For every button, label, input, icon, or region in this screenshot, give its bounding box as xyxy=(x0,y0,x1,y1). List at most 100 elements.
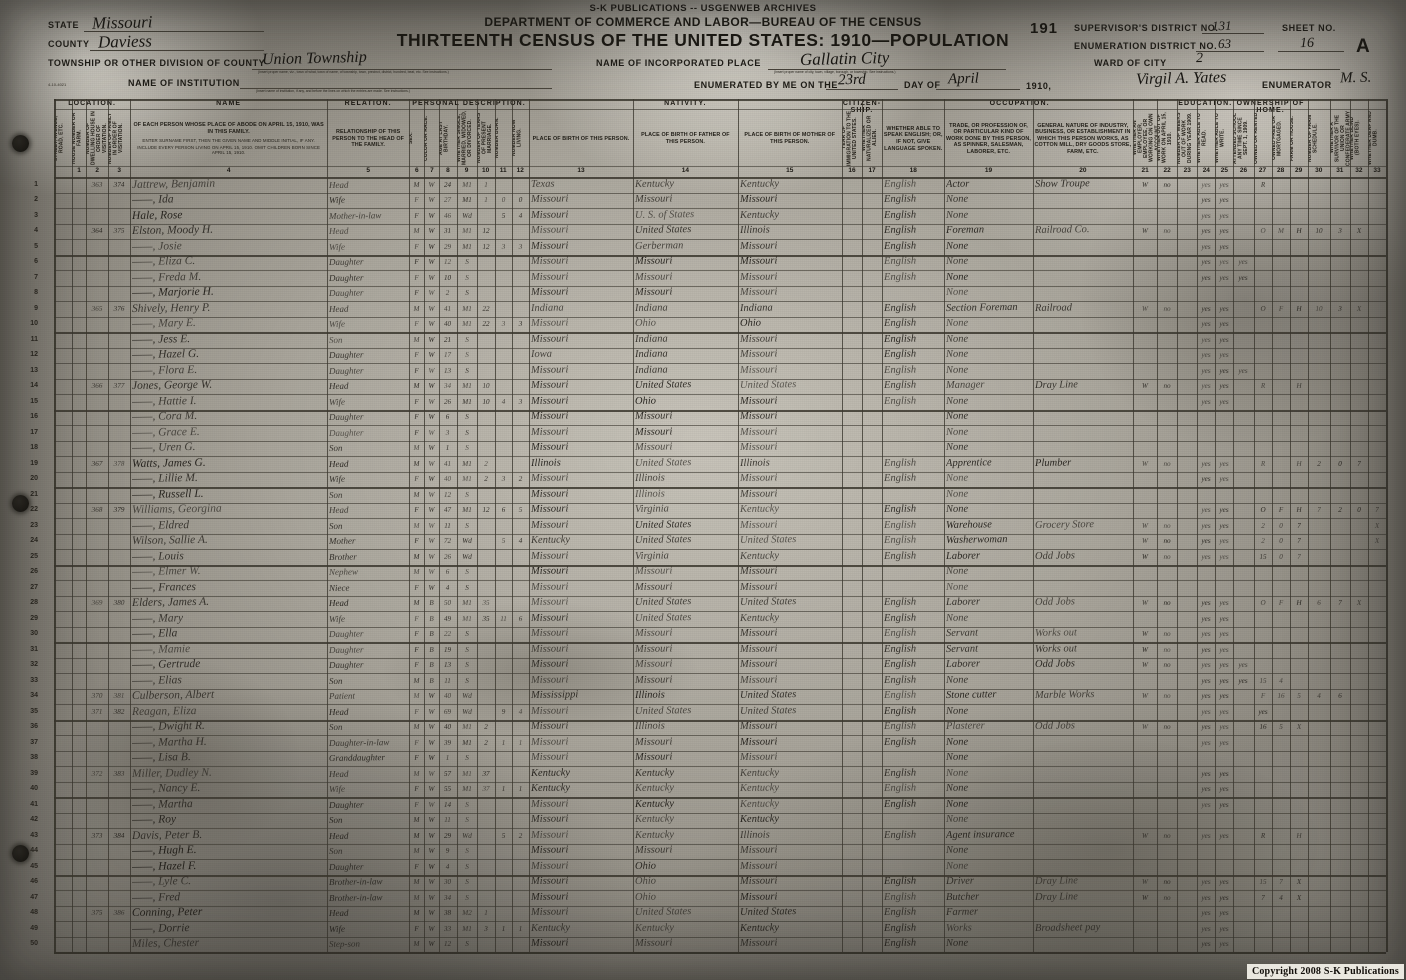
cell-age: 72 xyxy=(439,534,456,549)
column-header: Place of birth of Mother of this person. xyxy=(738,112,842,166)
cell-own: F xyxy=(1253,689,1271,704)
cell-relation: Step-son xyxy=(329,936,409,952)
cell-english: English xyxy=(884,394,943,409)
cell-english: English xyxy=(884,874,943,889)
cell-read: yes xyxy=(1197,394,1215,409)
cell-employer: W xyxy=(1133,456,1157,471)
cell-father: Missouri xyxy=(635,657,737,673)
column-group-title: Occupation. xyxy=(882,100,1157,107)
cell-marital: M1 xyxy=(456,503,476,518)
cell-age: 40 xyxy=(439,689,456,704)
cell-father: United States xyxy=(635,610,737,626)
cell-years: 2 xyxy=(476,735,494,750)
column-header: Whether single, married, widowed, or div… xyxy=(457,110,477,166)
cell-employer: W xyxy=(1133,549,1157,564)
cell-age: 26 xyxy=(439,549,456,564)
enumerated-day: 23rd xyxy=(838,72,866,90)
cell-birth: Missouri xyxy=(531,719,633,735)
cell-relation: Son xyxy=(329,486,409,502)
column-header: of each person whose place of abode on A… xyxy=(130,112,327,166)
cell-race: W xyxy=(424,720,439,735)
cell-race: B xyxy=(424,658,439,673)
cell-occupation: None xyxy=(946,285,1032,301)
line-number: 44 xyxy=(22,847,38,854)
cell-father: Missouri xyxy=(635,936,737,952)
column-header: Whether deaf and dumb. xyxy=(1368,110,1386,166)
cell-occupation: Agent insurance xyxy=(946,827,1032,843)
cell-marital: S xyxy=(456,425,476,440)
cell-born: 11 xyxy=(495,611,512,626)
cell-mother: Missouri xyxy=(739,424,841,440)
document-header: S-K Publications -- USGenWeb Archives De… xyxy=(0,0,1406,96)
cell-blind: 0 xyxy=(1350,503,1368,518)
column-number: 1 xyxy=(72,167,86,174)
cell-marital: S xyxy=(456,875,476,890)
cell-industry: Railroad xyxy=(1035,300,1133,316)
cell-own: yes xyxy=(1253,704,1271,719)
cell-father: Missouri xyxy=(635,192,737,208)
cell-age: 41 xyxy=(439,301,456,316)
cell-read: yes xyxy=(1197,456,1215,471)
cell-english: English xyxy=(884,471,943,486)
cell-race: W xyxy=(424,782,439,797)
cell-write: yes xyxy=(1215,611,1233,626)
cell-name: ——, Dwight R. xyxy=(132,717,326,735)
cell-sex: M xyxy=(409,844,424,859)
cell-age: 27 xyxy=(439,193,456,208)
cell-relation: Head xyxy=(329,176,409,192)
cell-survivor: 2 xyxy=(1330,503,1350,518)
cell-write: yes xyxy=(1215,906,1233,921)
column-number: 19 xyxy=(944,167,1032,174)
cell-occupation: None xyxy=(946,331,1032,347)
cell-birth: Missouri xyxy=(531,595,633,611)
cell-age: 19 xyxy=(439,642,456,657)
cell-occupation: Washerwoman xyxy=(946,533,1032,549)
cell-sex: M xyxy=(409,937,424,952)
cell-industry: Works out xyxy=(1035,641,1133,657)
sheet-label: Sheet No. xyxy=(1282,23,1336,33)
cell-free: 4 xyxy=(1271,673,1289,688)
cell-birth: Missouri xyxy=(531,905,633,921)
cell-birth: Missouri xyxy=(531,812,633,828)
column-header: Number of weeks out of work during year … xyxy=(1177,110,1197,166)
cell-write: yes xyxy=(1215,301,1233,316)
cell-write: yes xyxy=(1215,363,1233,378)
cell-mother: Kentucky xyxy=(739,548,841,564)
line-number: 28 xyxy=(22,599,38,606)
cell-relation: Son xyxy=(329,440,409,456)
cell-marital: S xyxy=(456,751,476,766)
cell-birth: Missouri xyxy=(531,796,633,812)
cell-employer: W xyxy=(1133,642,1157,657)
cell-relation: Son xyxy=(329,517,409,533)
cell-race: B xyxy=(424,642,439,657)
cell-mother: United States xyxy=(739,533,841,549)
cell-english: English xyxy=(884,502,943,517)
cell-employer: W xyxy=(1133,379,1157,394)
cell-english: English xyxy=(884,921,943,936)
cell-marital: M1 xyxy=(456,177,476,192)
cell-mother: Missouri xyxy=(739,719,841,735)
cell-name: ——, Cora M. xyxy=(132,407,326,425)
grid-line-horizontal xyxy=(54,952,1386,954)
cell-read: yes xyxy=(1197,363,1215,378)
cell-father: Kentucky xyxy=(635,812,737,828)
column-header: Trade, or profession of, or particular k… xyxy=(944,112,1032,166)
cell-mother: Kentucky xyxy=(739,812,841,828)
cell-father: Missouri xyxy=(635,750,737,766)
cell-father: United States xyxy=(635,595,737,611)
cell-years: 35 xyxy=(476,596,494,611)
cell-years: 37 xyxy=(476,782,494,797)
cell-mother: Missouri xyxy=(739,347,841,363)
cell-sex: F xyxy=(409,751,424,766)
cell-sex: M xyxy=(409,875,424,890)
cell-born: 6 xyxy=(495,503,512,518)
cell-free: 16 xyxy=(1271,689,1289,704)
column-number: 23 xyxy=(1177,167,1197,174)
cell-father: Missouri xyxy=(635,626,737,642)
cell-born: 4 xyxy=(495,394,512,409)
cell-occupation: None xyxy=(946,347,1032,363)
cell-mother: Missouri xyxy=(739,362,841,378)
cell-dwelling: 368 xyxy=(86,503,108,518)
cell-mother: Ohio xyxy=(739,316,841,332)
cell-years: 12 xyxy=(476,239,494,254)
